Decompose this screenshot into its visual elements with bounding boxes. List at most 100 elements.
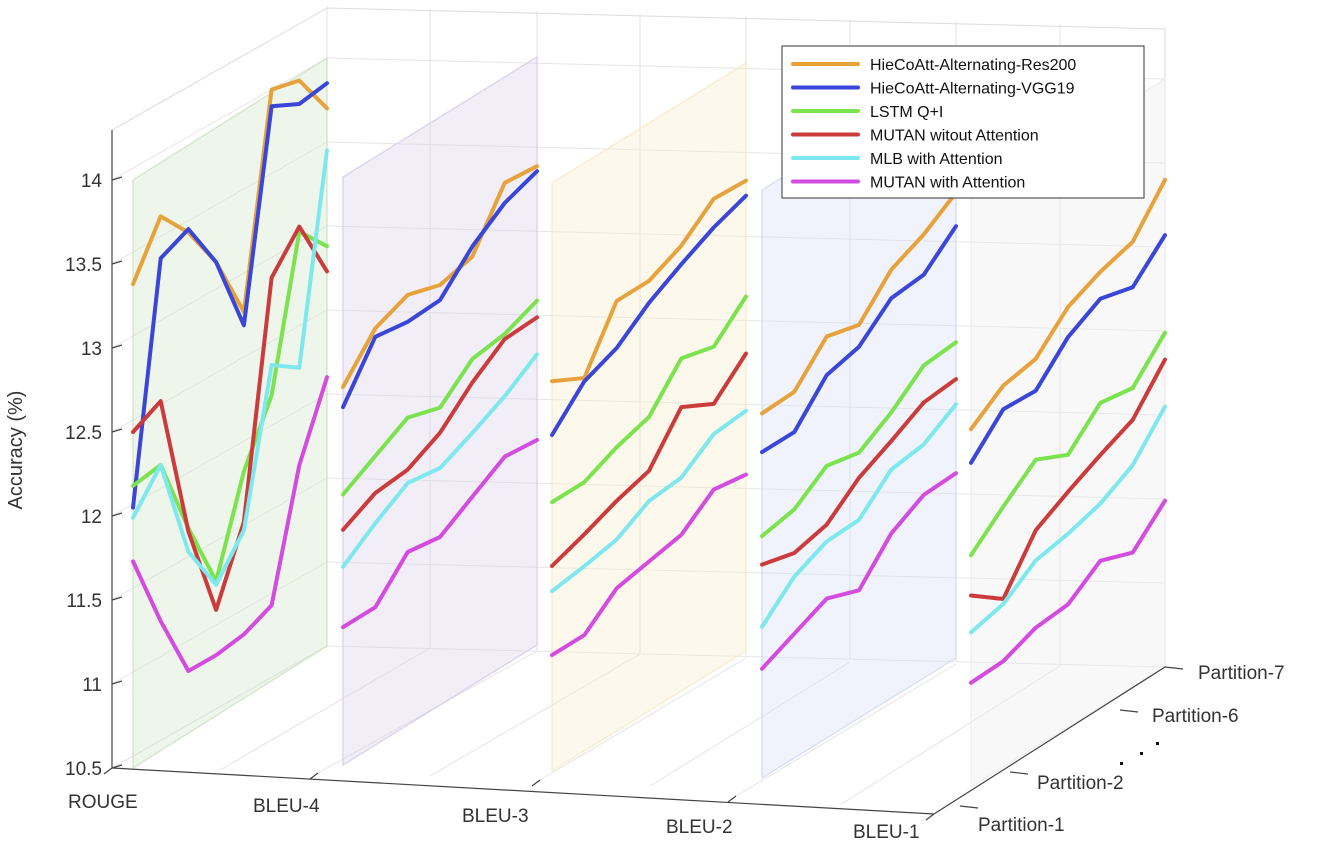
y-tick (111, 344, 123, 349)
depth-tick (1119, 709, 1139, 713)
y-tick-label: 13.5 (65, 255, 102, 276)
grid-line (111, 645, 328, 769)
series-line (341, 438, 539, 630)
series-line (550, 472, 748, 658)
depth-tick (1164, 666, 1184, 670)
y-tick-label: 14 (81, 171, 103, 192)
legend-label: HieCoAtt-Alternating-Res200 (870, 57, 1076, 74)
series-3 (131, 224, 1167, 612)
series-line (341, 352, 539, 569)
depth-tick-label: Partition-1 (978, 815, 1065, 836)
x-axis-line (111, 767, 935, 815)
series-2 (131, 229, 1167, 584)
y-tick-label: 12.5 (65, 423, 102, 444)
x-tick (309, 772, 319, 780)
y-tick-label: 11.5 (66, 591, 102, 612)
series-line (760, 340, 958, 539)
series-line (969, 233, 1167, 465)
x-tick-label: BLEU-2 (666, 817, 733, 838)
grid-line (111, 393, 328, 517)
grid-line (111, 7, 328, 131)
grid-line (111, 309, 328, 433)
chart-series (131, 78, 1167, 685)
depth-tick-label: Partition-7 (1198, 663, 1285, 684)
series-line (969, 330, 1167, 558)
series-5 (131, 375, 1167, 685)
series-line (760, 224, 958, 455)
grid-line (326, 645, 1166, 668)
series-line (131, 78, 329, 314)
legend-label: MUTAN witout Attention (870, 128, 1039, 145)
panel-bleu-4 (342, 55, 538, 767)
series-1 (131, 81, 1167, 510)
y-tick (111, 512, 123, 517)
x-tick-label: BLEU-4 (253, 796, 320, 817)
grid-line (111, 225, 328, 349)
depth-tick (959, 805, 979, 809)
series-line (760, 402, 958, 629)
legend-label: MUTAN with Attention (870, 175, 1025, 192)
series-4 (131, 148, 1167, 635)
legend-label: HieCoAtt-Alternating-VGG19 (870, 81, 1075, 98)
series-line (341, 298, 539, 497)
chart-legend: HieCoAtt-Alternating-Res200 HieCoAtt-Alte… (781, 45, 1145, 199)
grid-line (735, 663, 957, 797)
series-line (550, 178, 748, 384)
series-line (969, 498, 1167, 685)
legend-label: MLB with Attention (870, 151, 1003, 168)
series-line (341, 315, 539, 532)
depth-tick-label: Partition-6 (1152, 706, 1239, 727)
grid-line (839, 665, 1061, 806)
series-line (969, 357, 1167, 601)
x-tick (531, 779, 541, 787)
y-tick-label: 10.5 (65, 759, 102, 780)
depth-tick (1009, 771, 1029, 775)
chart-axes: 10.5 11 11.5 12 12.5 13 13.5 14 Accuracy (%) ROUG… (5, 130, 1285, 843)
y-tick-label: 12 (81, 507, 102, 528)
series-line (131, 148, 329, 587)
series-line (131, 224, 329, 612)
x-tick (925, 813, 935, 821)
series-line (550, 193, 748, 437)
series-line (760, 190, 958, 416)
series-line (969, 404, 1167, 635)
x-tick-label: ROUGE (68, 792, 138, 813)
x-tick (727, 795, 737, 803)
grid-line (111, 57, 328, 181)
y-tick (111, 260, 123, 265)
depth-tick-label: Partition-2 (1037, 773, 1124, 794)
series-line (550, 408, 748, 594)
series-0 (131, 78, 1167, 432)
x-tick (103, 767, 113, 775)
x-tick-label: BLEU-3 (462, 806, 529, 827)
grid-line (429, 653, 641, 777)
series-line (969, 177, 1167, 432)
ellipsis-dot (1140, 752, 1143, 755)
series-line (131, 81, 329, 510)
y-tick (111, 596, 123, 601)
grid-line (539, 657, 747, 781)
series-line (760, 471, 958, 671)
y-tick (111, 176, 123, 181)
grid-line (326, 7, 1166, 30)
series-line (341, 164, 539, 389)
series-line (550, 294, 748, 505)
y-tick (111, 428, 123, 433)
y-tick-label: 13 (81, 339, 102, 360)
series-line (131, 375, 329, 673)
grid-line (219, 647, 431, 771)
series-line (341, 169, 539, 410)
legend-label: LSTM Q+I (870, 104, 943, 121)
ellipsis-dot (1156, 742, 1159, 745)
grid-line (649, 661, 851, 787)
y-tick (111, 680, 123, 685)
depth-axis-line (933, 666, 1166, 815)
series-line (760, 377, 958, 567)
legend-box (781, 45, 1145, 199)
grid-line (111, 561, 328, 685)
x-tick-label: BLEU-1 (853, 822, 920, 843)
y-tick-label: 11 (82, 675, 102, 696)
series-line (550, 351, 748, 568)
